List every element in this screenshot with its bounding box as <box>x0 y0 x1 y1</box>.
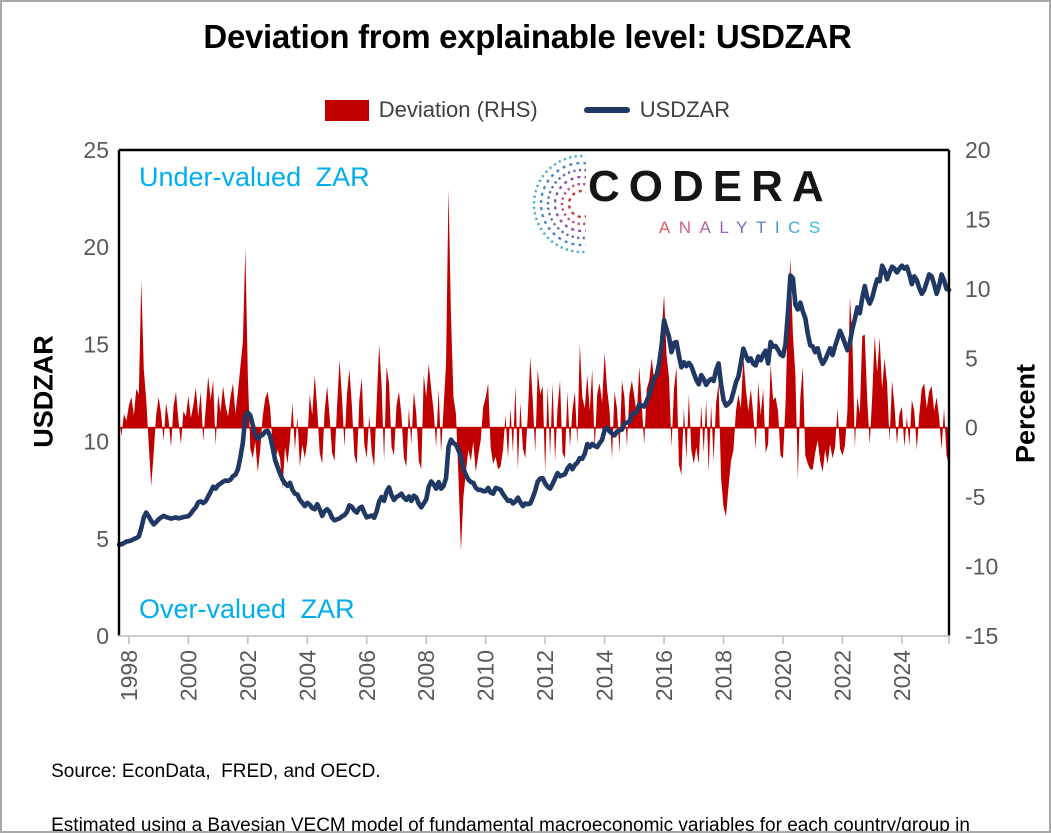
x-tick-label: 2014 <box>592 650 618 701</box>
codera-logo-subtitle-letter: C <box>788 218 809 237</box>
left-tick-label: 25 <box>83 137 109 163</box>
right-tick-label: -5 <box>965 484 985 510</box>
codera-logo-subtitle-letter: Y <box>736 218 756 237</box>
x-tick-label: 1998 <box>116 650 142 701</box>
over-valued-annotation: Over-valued ZAR <box>139 594 355 624</box>
logo-arc <box>546 168 586 240</box>
right-tick-label: -10 <box>965 554 998 580</box>
logo-arc <box>532 154 586 254</box>
codera-logo-subtitle-letter: N <box>678 218 700 237</box>
codera-logo-subtitle: ANALYTICS <box>588 218 833 238</box>
codera-logo-text: CODERA ANALYTICS <box>588 150 833 238</box>
deviation-legend-label: Deviation (RHS) <box>378 97 538 122</box>
source-line-2: Estimated using a Bayesian VECM model of… <box>51 815 970 833</box>
chart-title: Deviation from explainable level: USDZAR <box>203 18 852 55</box>
codera-logo-subtitle-letter: A <box>658 218 679 237</box>
right-tick-label: 20 <box>965 137 991 163</box>
codera-logo: CODERA ANALYTICS <box>514 150 824 260</box>
x-tick-label: 2016 <box>651 650 677 701</box>
x-tick-label: 2012 <box>532 650 558 701</box>
left-tick-label: 5 <box>96 526 109 552</box>
source-note: Source: EconData, FRED, and OECD. Estima… <box>30 731 1030 833</box>
codera-logo-subtitle-letter: S <box>808 218 829 237</box>
left-axis-title: USDZAR <box>28 335 59 448</box>
codera-logo-subtitle-letter: L <box>719 218 737 237</box>
x-tick-label: 2004 <box>294 650 320 701</box>
source-line-1: Source: EconData, FRED, and OECD. <box>51 761 381 782</box>
x-tick-label: 2022 <box>829 650 855 701</box>
x-tick-label: 2002 <box>235 650 261 701</box>
usdzar-line <box>116 263 952 547</box>
right-axis-title: Percent <box>1010 363 1041 464</box>
x-tick-label: 2010 <box>473 650 499 701</box>
codera-logo-arc-icon <box>532 154 586 254</box>
x-tick-label: 2000 <box>175 650 201 701</box>
usdzar-legend-swatch <box>583 107 630 113</box>
right-tick-label: -15 <box>965 623 998 649</box>
left-tick-label: 0 <box>96 623 109 649</box>
x-tick-label: 2024 <box>889 650 915 701</box>
logo-arc <box>553 175 586 233</box>
codera-logo-subtitle-letter: A <box>699 218 720 237</box>
under-valued-annotation: Under-valued ZAR <box>139 162 370 192</box>
right-tick-label: 10 <box>965 276 991 302</box>
chart-legend: Deviation (RHS) USDZAR <box>2 94 1049 126</box>
logo-arc <box>567 189 586 219</box>
x-tick-label: 2020 <box>770 650 796 701</box>
x-tick-label: 2006 <box>354 650 380 701</box>
codera-logo-subtitle-letter: I <box>774 218 789 237</box>
right-tick-label: 0 <box>965 415 978 441</box>
left-tick-label: 15 <box>83 331 109 357</box>
right-tick-label: 5 <box>965 345 978 371</box>
right-tick-label: 15 <box>965 206 991 232</box>
codera-logo-subtitle-letter: T <box>755 218 775 237</box>
logo-arc <box>560 182 586 226</box>
deviation-legend-swatch <box>324 99 369 121</box>
x-tick-label: 2008 <box>413 650 439 701</box>
usdzar-legend-label: USDZAR <box>639 97 731 122</box>
codera-logo-wordmark: CODERA <box>588 162 833 211</box>
x-tick-label: 2018 <box>711 650 737 701</box>
left-tick-label: 10 <box>83 429 109 455</box>
left-tick-label: 20 <box>83 234 109 260</box>
